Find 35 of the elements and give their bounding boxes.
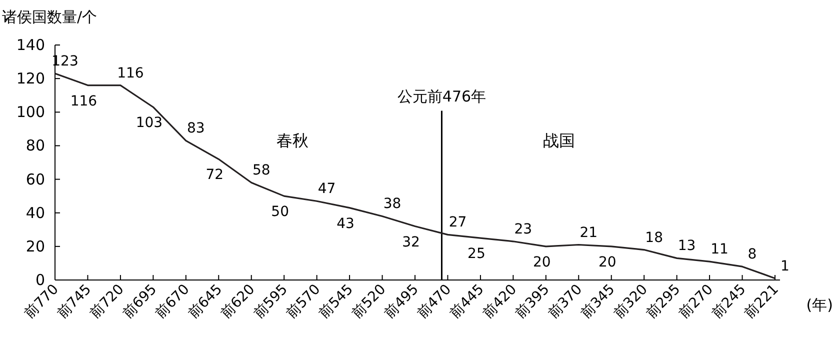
data-label: 25 — [468, 246, 486, 262]
data-label: 23 — [514, 221, 532, 238]
y-tick-label: 100 — [16, 103, 45, 122]
y-tick-label: 0 — [35, 271, 45, 289]
annotation: 战国 — [543, 131, 575, 150]
data-label: 50 — [271, 204, 290, 220]
y-tick-label: 20 — [26, 237, 45, 256]
data-label: 38 — [383, 196, 402, 212]
data-label: 83 — [186, 120, 205, 137]
y-tick-label: 60 — [26, 170, 45, 188]
data-label: 20 — [532, 254, 551, 270]
data-label: 116 — [70, 93, 98, 110]
data-label: 20 — [598, 254, 616, 270]
data-label: 21 — [580, 224, 598, 241]
data-label: 47 — [318, 181, 336, 198]
data-label: 43 — [336, 216, 354, 232]
data-label: 18 — [645, 230, 664, 246]
data-label: 103 — [136, 115, 163, 132]
data-label: 32 — [402, 234, 420, 250]
annotation: 春秋 — [276, 131, 309, 150]
y-tick-label: 40 — [26, 204, 45, 222]
data-label: 116 — [117, 65, 144, 82]
data-label: 27 — [448, 214, 467, 231]
x-axis-title: (年) — [806, 296, 833, 314]
data-label: 58 — [252, 162, 270, 179]
data-label: 72 — [206, 167, 224, 184]
ref-line-label: 公元前476年 — [397, 87, 486, 106]
y-tick-label: 80 — [26, 136, 45, 155]
y-axis-title: 诸侯国数量/个 — [2, 8, 98, 26]
y-tick-label: 120 — [16, 70, 45, 88]
data-label: 1 — [780, 258, 790, 274]
data-label: 8 — [748, 246, 757, 263]
data-label: 13 — [678, 238, 696, 254]
data-label: 11 — [710, 242, 728, 258]
y-tick-label: 140 — [16, 36, 45, 54]
